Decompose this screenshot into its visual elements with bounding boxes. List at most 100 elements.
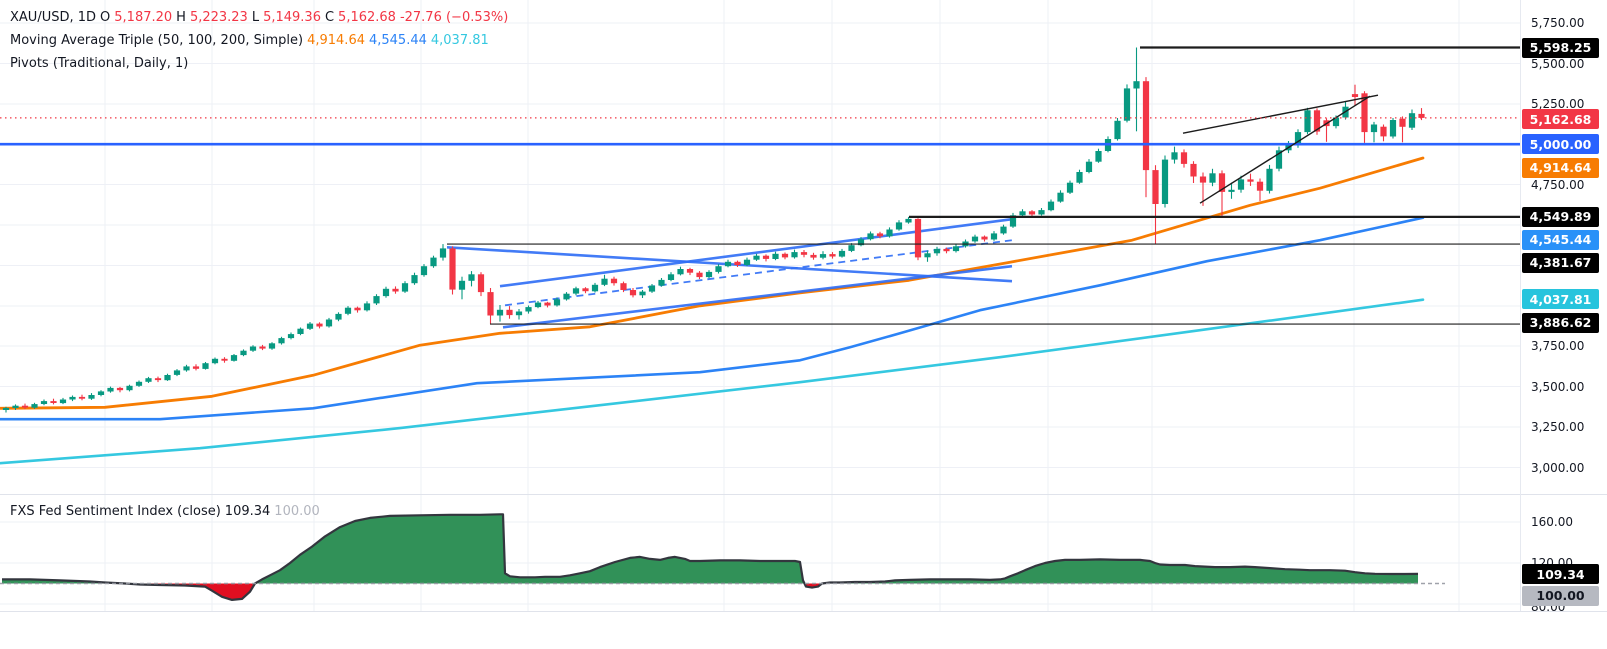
symbol-title[interactable]: XAU/USD, 1D bbox=[10, 10, 97, 25]
candle-body[interactable] bbox=[411, 275, 418, 284]
candle-body[interactable] bbox=[59, 399, 67, 404]
candle-body[interactable] bbox=[838, 250, 846, 257]
candle-body[interactable] bbox=[316, 323, 323, 327]
candle-body[interactable] bbox=[344, 307, 352, 314]
candle-body[interactable] bbox=[1142, 81, 1150, 171]
candle-body[interactable] bbox=[1266, 168, 1273, 191]
candle-body[interactable] bbox=[468, 274, 475, 281]
candle-body[interactable] bbox=[420, 266, 428, 276]
candle-body[interactable] bbox=[1294, 132, 1302, 145]
candle-body[interactable] bbox=[1047, 201, 1055, 211]
trendline-blue[interactable] bbox=[499, 217, 1013, 288]
candle-body[interactable] bbox=[734, 261, 741, 265]
candle-body[interactable] bbox=[534, 302, 542, 308]
trendline-black[interactable] bbox=[1182, 94, 1379, 134]
candle-body[interactable] bbox=[848, 245, 855, 251]
candle-body[interactable] bbox=[553, 299, 561, 306]
candle-body[interactable] bbox=[582, 288, 589, 292]
trendline-black[interactable] bbox=[1199, 95, 1371, 204]
symbol-legend-row[interactable]: XAU/USD, 1D O 5,187.20 H 5,223.23 L 5,149.36 C 5… bbox=[10, 10, 516, 25]
candle-body[interactable] bbox=[1228, 189, 1235, 192]
candle-body[interactable] bbox=[924, 253, 931, 258]
candle-body[interactable] bbox=[525, 307, 532, 312]
candle-body[interactable] bbox=[1133, 81, 1140, 89]
candle-body[interactable] bbox=[1408, 113, 1416, 128]
candle-body[interactable] bbox=[620, 283, 627, 290]
candle-body[interactable] bbox=[933, 248, 941, 254]
candle-body[interactable] bbox=[506, 309, 513, 316]
candle-body[interactable] bbox=[1418, 113, 1425, 118]
candle-body[interactable] bbox=[325, 319, 333, 327]
candle-body[interactable] bbox=[354, 307, 361, 311]
candle-body[interactable] bbox=[705, 271, 713, 278]
candle-body[interactable] bbox=[1389, 120, 1397, 137]
candle-body[interactable] bbox=[211, 358, 219, 364]
candle-body[interactable] bbox=[1380, 126, 1387, 137]
candle-body[interactable] bbox=[914, 218, 922, 258]
candle-body[interactable] bbox=[1161, 159, 1169, 204]
candle-body[interactable] bbox=[905, 218, 912, 223]
candle-body[interactable] bbox=[810, 254, 817, 258]
candle-body[interactable] bbox=[886, 229, 893, 237]
candle-body[interactable] bbox=[819, 254, 827, 258]
candle-body[interactable] bbox=[1038, 210, 1045, 215]
candle-body[interactable] bbox=[202, 363, 209, 369]
candle-body[interactable] bbox=[306, 323, 314, 329]
candle-body[interactable] bbox=[1209, 173, 1216, 183]
candle-body[interactable] bbox=[1171, 152, 1178, 160]
candle-body[interactable] bbox=[1057, 192, 1064, 202]
candle-body[interactable] bbox=[648, 285, 656, 292]
candle-body[interactable] bbox=[1399, 118, 1406, 127]
candle-body[interactable] bbox=[791, 252, 798, 258]
sentiment-line[interactable] bbox=[2, 513, 1419, 602]
candle-body[interactable] bbox=[990, 233, 998, 240]
sma-200-line[interactable] bbox=[0, 298, 1425, 465]
candle-body[interactable] bbox=[1000, 226, 1007, 234]
candle-body[interactable] bbox=[667, 274, 675, 280]
candle-body[interactable] bbox=[335, 313, 342, 320]
candle-body[interactable] bbox=[135, 381, 143, 386]
candle-body[interactable] bbox=[31, 404, 38, 408]
candle-body[interactable] bbox=[88, 395, 95, 399]
candle-body[interactable] bbox=[1275, 150, 1283, 169]
candle-body[interactable] bbox=[458, 280, 466, 290]
candle-body[interactable] bbox=[439, 248, 447, 258]
candle-body[interactable] bbox=[496, 309, 504, 316]
sma-100-line[interactable] bbox=[0, 216, 1425, 421]
candle-body[interactable] bbox=[240, 350, 247, 356]
candle-body[interactable] bbox=[544, 302, 551, 306]
candle-body[interactable] bbox=[591, 284, 599, 292]
candle-body[interactable] bbox=[867, 233, 874, 240]
candle-body[interactable] bbox=[715, 266, 722, 272]
candle-body[interactable] bbox=[1028, 211, 1036, 215]
candle-body[interactable] bbox=[981, 236, 988, 240]
sentiment-indicator-title[interactable]: FXS Fed Sentiment Index (close) bbox=[10, 504, 221, 519]
candle-body[interactable] bbox=[1123, 88, 1131, 121]
candle-body[interactable] bbox=[487, 292, 494, 316]
candle-body[interactable] bbox=[1019, 211, 1026, 216]
candle-body[interactable] bbox=[943, 248, 950, 252]
candle-body[interactable] bbox=[297, 328, 304, 334]
pivots-indicator-title[interactable]: Pivots (Traditional, Daily, 1) bbox=[10, 56, 189, 71]
candle-body[interactable] bbox=[107, 387, 114, 392]
candle-body[interactable] bbox=[1085, 161, 1093, 172]
candle-body[interactable] bbox=[686, 269, 694, 273]
candle-body[interactable] bbox=[363, 303, 371, 311]
candle-body[interactable] bbox=[639, 291, 646, 296]
candle-body[interactable] bbox=[21, 405, 29, 408]
candle-body[interactable] bbox=[249, 346, 257, 351]
candle-body[interactable] bbox=[876, 233, 884, 237]
candle-body[interactable] bbox=[515, 311, 523, 316]
candle-body[interactable] bbox=[895, 222, 903, 230]
candle-body[interactable] bbox=[1304, 110, 1311, 133]
candle-body[interactable] bbox=[1332, 117, 1340, 127]
candle-body[interactable] bbox=[743, 259, 751, 265]
candle-body[interactable] bbox=[829, 254, 836, 257]
candle-body[interactable] bbox=[449, 248, 456, 290]
candle-body[interactable] bbox=[221, 358, 228, 361]
candle-body[interactable] bbox=[1095, 151, 1102, 162]
candle-body[interactable] bbox=[40, 401, 48, 404]
candle-body[interactable] bbox=[1256, 181, 1264, 191]
candle-body[interactable] bbox=[145, 378, 152, 382]
pane-separator[interactable] bbox=[0, 494, 1607, 495]
